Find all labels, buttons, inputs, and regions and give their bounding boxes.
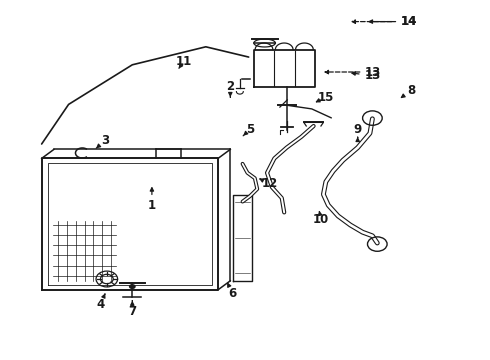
Text: 12: 12 <box>261 177 278 190</box>
Text: 2: 2 <box>226 80 234 93</box>
Text: 11: 11 <box>175 55 192 68</box>
Text: 15: 15 <box>318 91 334 104</box>
Text: 3: 3 <box>101 134 109 147</box>
Text: 13: 13 <box>364 66 381 78</box>
Text: 14: 14 <box>401 15 417 28</box>
Text: 7: 7 <box>128 305 136 318</box>
Text: 13: 13 <box>364 69 381 82</box>
Circle shape <box>129 284 136 289</box>
Text: 14: 14 <box>401 15 417 28</box>
Text: 10: 10 <box>313 213 329 226</box>
Text: 1: 1 <box>148 199 156 212</box>
Text: 6: 6 <box>229 287 237 300</box>
Text: 9: 9 <box>354 123 362 136</box>
Text: 8: 8 <box>408 84 416 96</box>
Text: 4: 4 <box>97 298 104 311</box>
Text: 5: 5 <box>246 123 254 136</box>
